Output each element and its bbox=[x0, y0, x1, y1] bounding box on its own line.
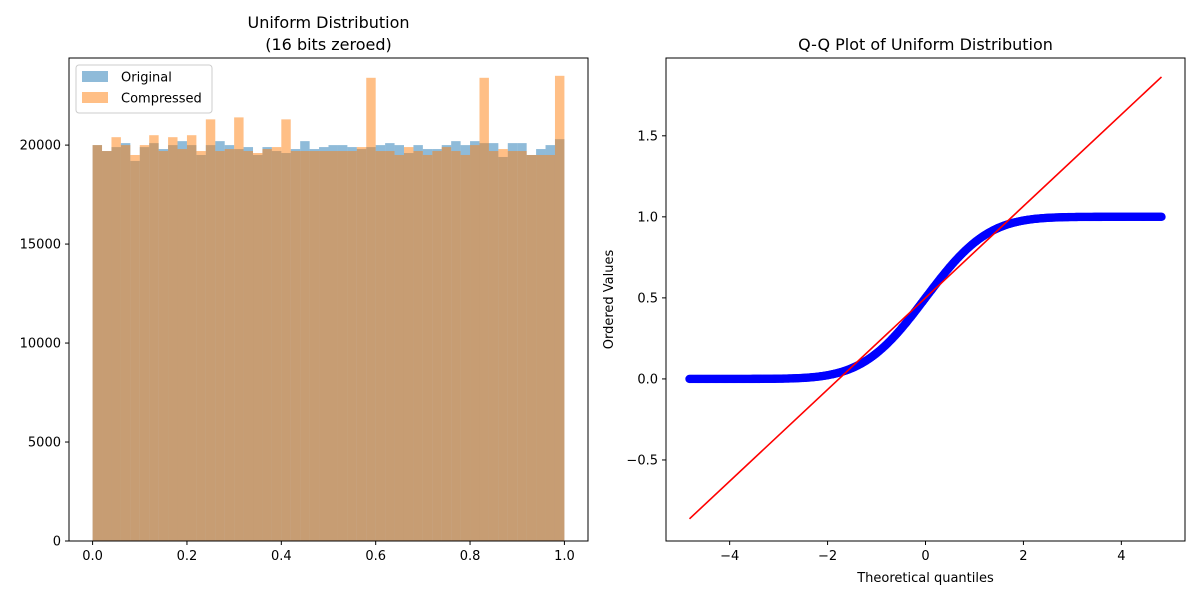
bar-compressed-20 bbox=[281, 119, 291, 542]
x-tick-label: 0.6 bbox=[365, 549, 386, 564]
compressed-series-bars bbox=[92, 75, 565, 542]
bar-compressed-32 bbox=[394, 154, 404, 541]
histogram-title-line-1: Uniform Distribution bbox=[247, 13, 409, 32]
bar-compressed-48 bbox=[545, 154, 555, 541]
legend-swatch-original bbox=[82, 71, 108, 82]
qq-plot-panel: −4 −2 0 2 4 −0.5 0.0 0.5 1.0 1.5 Q-Q Plot of Uni… bbox=[602, 35, 1186, 586]
legend-label-original: Original bbox=[121, 71, 172, 86]
bar-compressed-42 bbox=[488, 151, 499, 542]
qq-title: Q-Q Plot of Uniform Distribution bbox=[798, 35, 1053, 54]
histogram-axes-frame bbox=[68, 57, 589, 542]
y-tick-label: 5000 bbox=[28, 436, 61, 451]
bar-compressed-28 bbox=[356, 147, 367, 541]
bar-compressed-8 bbox=[168, 137, 178, 541]
bar-compressed-15 bbox=[234, 117, 244, 541]
qq-ordered-values-points bbox=[685, 212, 1166, 384]
bar-compressed-29 bbox=[366, 77, 376, 542]
bar-compressed-7 bbox=[158, 151, 169, 542]
x-tick-label: −4 bbox=[720, 549, 739, 564]
bar-compressed-11 bbox=[196, 151, 206, 542]
y-tick-label: 15000 bbox=[20, 238, 61, 253]
bar-compressed-19 bbox=[271, 147, 282, 541]
legend-swatch-compressed bbox=[82, 92, 108, 103]
bar-compressed-27 bbox=[347, 151, 357, 542]
bar-compressed-34 bbox=[413, 151, 423, 542]
bar-compressed-25 bbox=[328, 151, 338, 542]
bar-compressed-23 bbox=[309, 151, 320, 542]
bar-compressed-12 bbox=[205, 119, 216, 542]
qq-point bbox=[1157, 212, 1166, 222]
bar-compressed-41 bbox=[479, 77, 489, 542]
qq-y-ticks: −0.5 0.0 0.5 1.0 1.5 bbox=[626, 129, 666, 468]
x-tick-label: 0.4 bbox=[271, 549, 292, 564]
x-tick-label: 0 bbox=[921, 549, 929, 564]
bar-compressed-0 bbox=[92, 145, 103, 541]
x-tick-label: 0.2 bbox=[177, 549, 198, 564]
legend-label-compressed: Compressed bbox=[121, 92, 202, 107]
y-tick-label: −0.5 bbox=[626, 453, 658, 468]
bar-compressed-5 bbox=[139, 145, 150, 541]
y-tick-label: 1.0 bbox=[637, 210, 658, 225]
x-tick-label: 0.0 bbox=[82, 549, 103, 564]
x-tick-label: −2 bbox=[818, 549, 837, 564]
bar-compressed-26 bbox=[337, 151, 348, 542]
bar-compressed-1 bbox=[102, 151, 112, 542]
x-tick-label: 2 bbox=[1019, 549, 1027, 564]
bar-compressed-21 bbox=[290, 151, 301, 542]
qq-y-axis-label: Ordered Values bbox=[602, 250, 617, 350]
qq-x-ticks: −4 −2 0 2 4 bbox=[720, 541, 1125, 564]
bar-compressed-2 bbox=[111, 137, 121, 541]
histogram-legend: Original Compressed bbox=[75, 64, 213, 114]
bar-compressed-3 bbox=[120, 145, 131, 541]
y-tick-label: 1.5 bbox=[637, 129, 658, 144]
bar-compressed-14 bbox=[224, 149, 235, 541]
x-tick-label: 0.8 bbox=[460, 549, 481, 564]
qq-x-axis-label: Theoretical quantiles bbox=[856, 571, 994, 586]
y-tick-label: 20000 bbox=[20, 139, 61, 154]
bar-compressed-18 bbox=[262, 149, 272, 541]
bar-compressed-4 bbox=[130, 154, 140, 541]
bar-compressed-49 bbox=[554, 75, 565, 541]
y-tick-label: 0.5 bbox=[637, 291, 658, 306]
bar-compressed-36 bbox=[432, 151, 442, 542]
histogram-title-line-2: (16 bits zeroed) bbox=[265, 35, 391, 54]
bar-compressed-13 bbox=[215, 151, 225, 542]
bar-compressed-17 bbox=[253, 153, 263, 541]
histogram-y-ticks: 0 5000 10000 15000 20000 bbox=[20, 139, 69, 550]
bar-compressed-9 bbox=[177, 149, 187, 541]
bar-compressed-38 bbox=[451, 151, 461, 542]
bar-compressed-22 bbox=[300, 151, 310, 542]
bar-compressed-46 bbox=[526, 154, 537, 541]
bar-compressed-24 bbox=[319, 151, 329, 542]
histogram-x-ticks: 0.0 0.2 0.4 0.6 0.8 1.0 bbox=[82, 541, 575, 564]
bar-compressed-43 bbox=[498, 149, 508, 541]
bar-compressed-10 bbox=[186, 135, 197, 542]
x-tick-label: 4 bbox=[1117, 549, 1125, 564]
qq-axes-frame bbox=[665, 57, 1186, 542]
y-tick-label: 0.0 bbox=[637, 372, 658, 387]
histogram-panel: 0.0 0.2 0.4 0.6 0.8 1.0 05000100001500020000 … bbox=[20, 13, 589, 564]
bar-compressed-33 bbox=[403, 147, 414, 541]
bar-compressed-40 bbox=[470, 145, 480, 541]
y-tick-label: 10000 bbox=[20, 337, 61, 352]
x-tick-label: 1.0 bbox=[554, 549, 575, 564]
bar-compressed-31 bbox=[385, 151, 395, 542]
bar-compressed-44 bbox=[507, 151, 518, 542]
bar-compressed-16 bbox=[243, 151, 254, 542]
bar-compressed-37 bbox=[441, 147, 452, 541]
bar-compressed-6 bbox=[149, 135, 159, 542]
bar-compressed-35 bbox=[422, 154, 433, 541]
y-tick-label: 0 bbox=[53, 535, 61, 550]
qq-fit-line bbox=[688, 76, 1163, 520]
bar-compressed-30 bbox=[375, 151, 386, 542]
legend-box bbox=[75, 64, 213, 114]
bar-compressed-39 bbox=[460, 154, 471, 541]
bar-compressed-45 bbox=[517, 151, 527, 542]
bar-compressed-47 bbox=[536, 154, 546, 541]
